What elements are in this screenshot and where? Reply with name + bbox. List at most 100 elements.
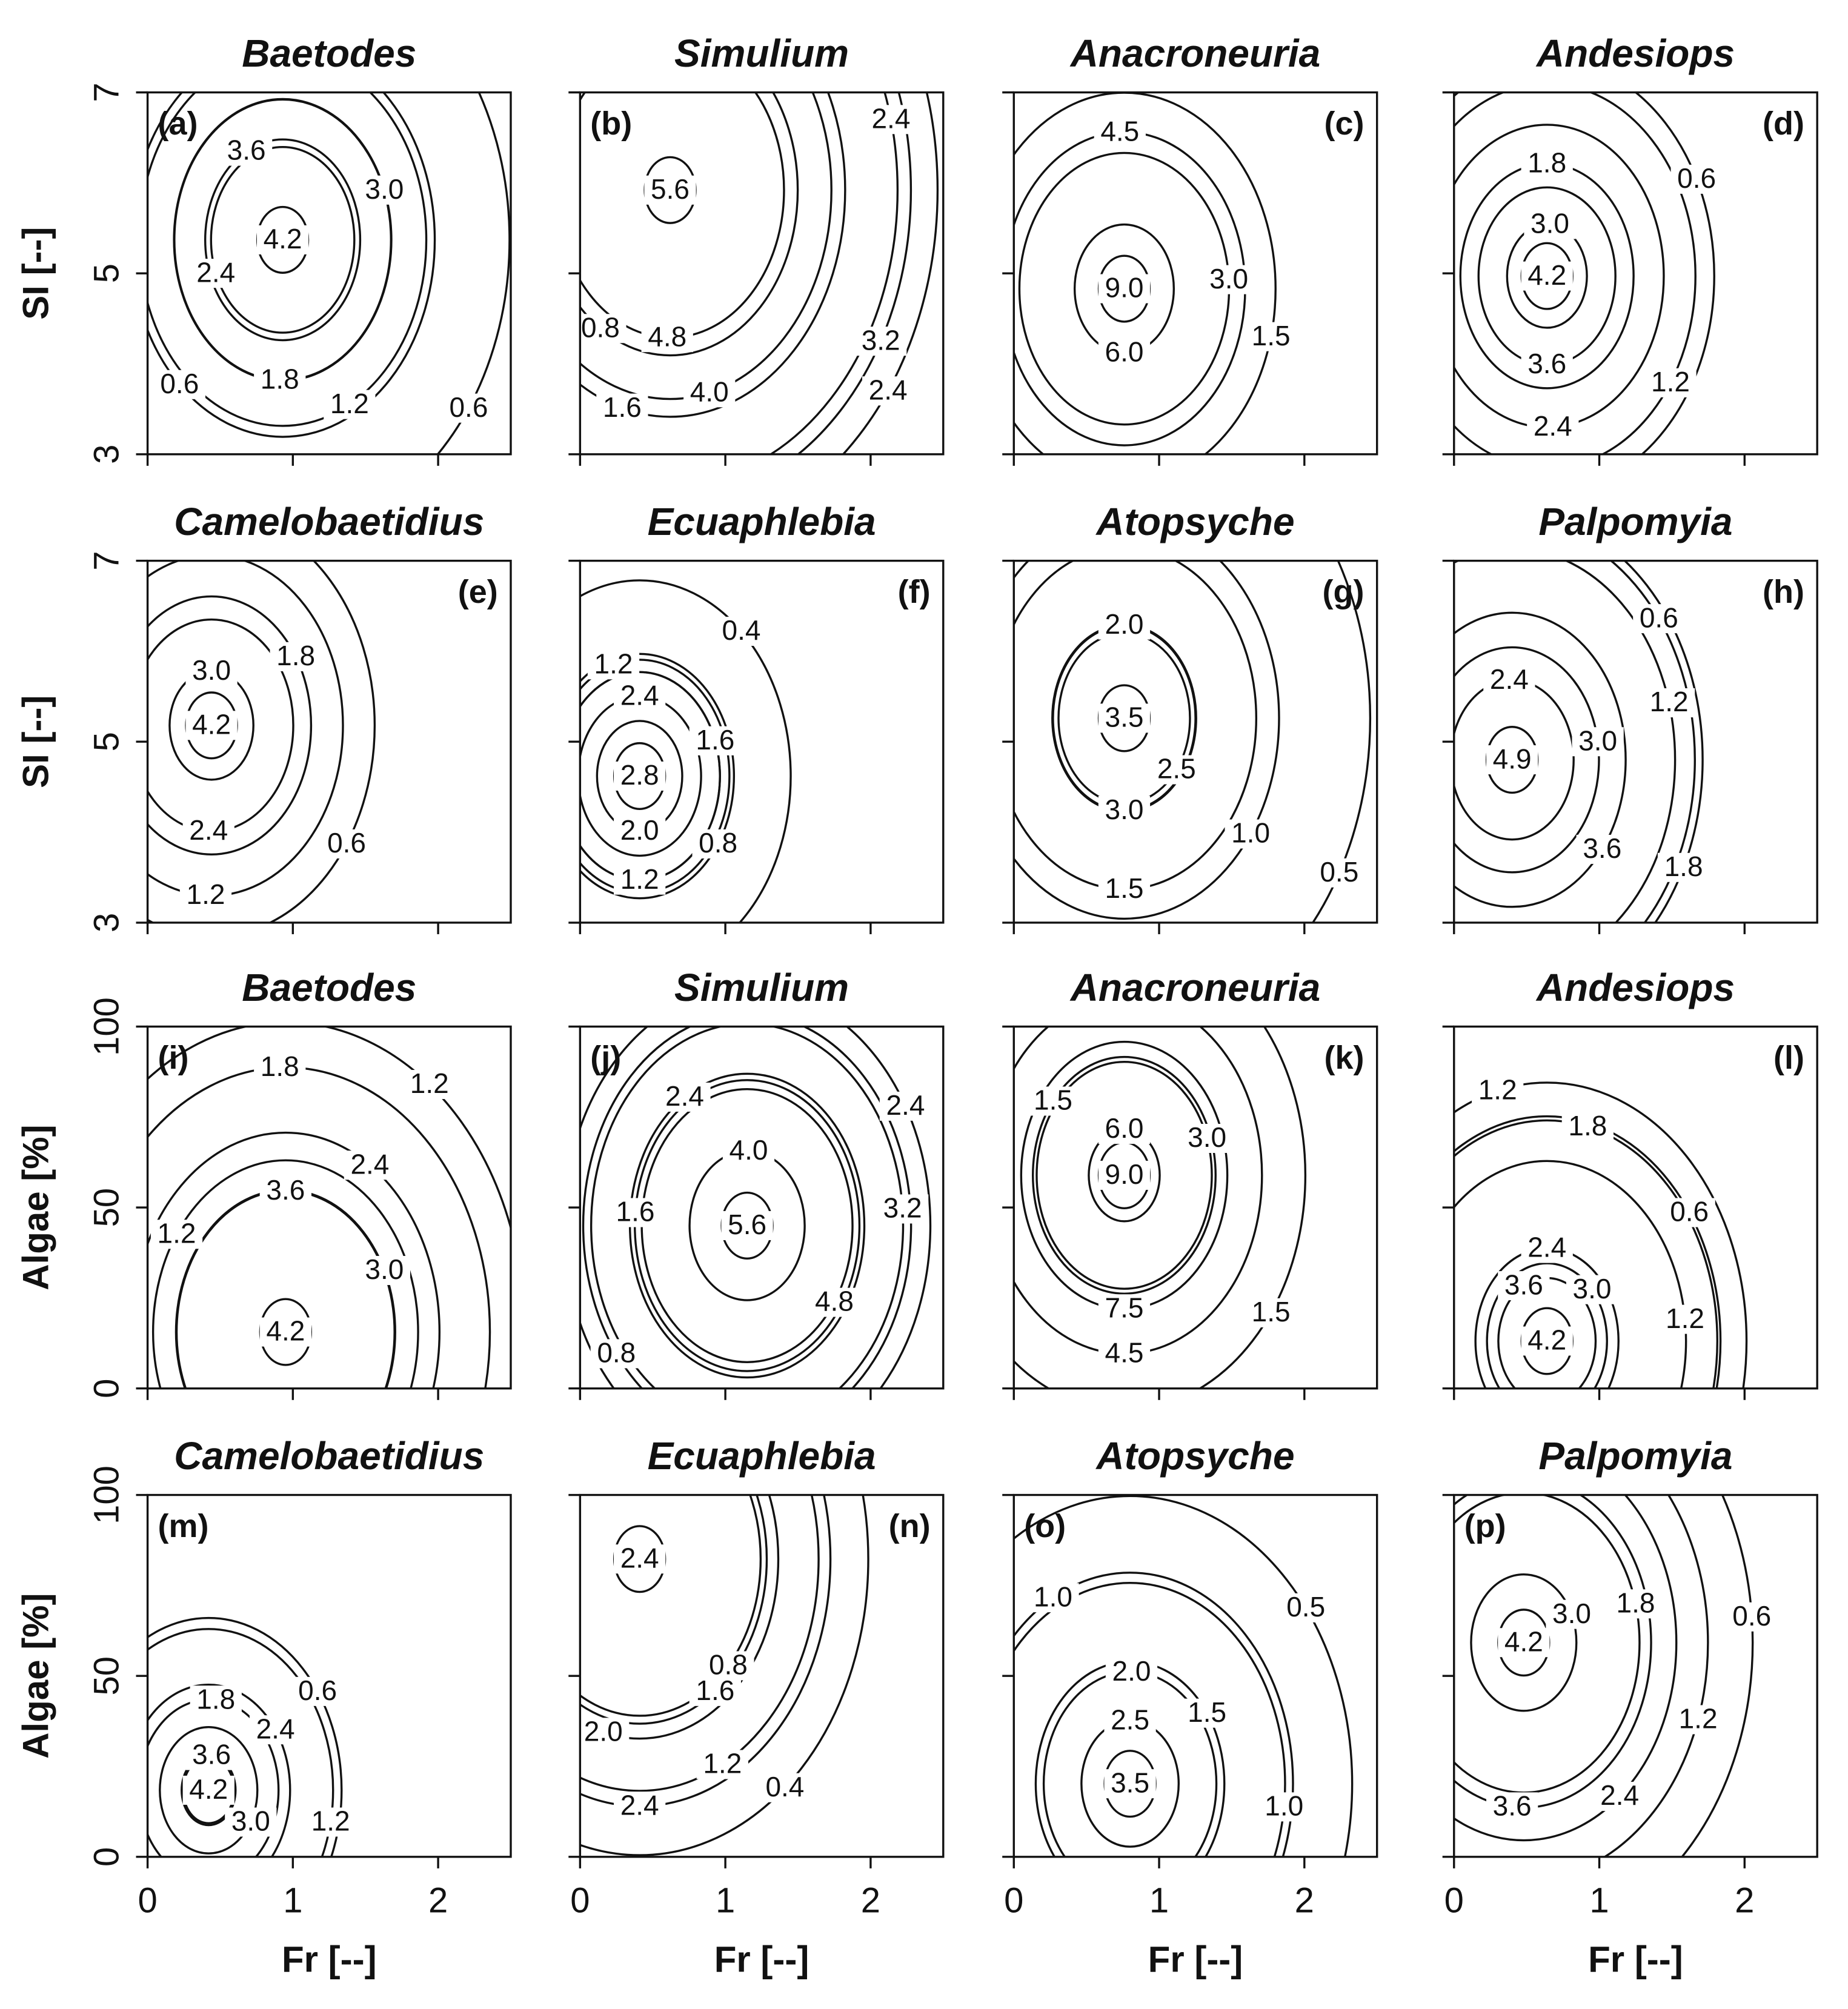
x-tick-label: 0 — [570, 1881, 590, 1920]
contour-label: 1.0 — [1265, 1790, 1303, 1822]
contour-label-bg — [1098, 703, 1151, 733]
contour-label-bg — [1659, 1304, 1711, 1334]
contour-label: 2.5 — [1111, 1704, 1149, 1735]
contour-label: 3.6 — [192, 1739, 231, 1770]
contour-label: 1.8 — [1616, 1587, 1655, 1618]
contour-label: 2.4 — [1527, 1232, 1566, 1263]
contour-line — [210, 146, 356, 334]
contour-label-bg — [1657, 852, 1710, 882]
contour-label-bg — [358, 175, 411, 205]
contour-label: 4.2 — [189, 1773, 228, 1805]
x-tick-label: 1 — [716, 1881, 735, 1920]
panel: Anacroneuria 1.5 6.0 3.0 9.0 7.5 4.5 1.5 (k) — [1002, 966, 1378, 1400]
contour-line — [147, 92, 428, 427]
contour-label-bg — [1245, 1298, 1297, 1327]
contour-label-bg — [153, 370, 205, 399]
contour-label: 0.4 — [722, 614, 761, 646]
contour-label-bg — [855, 327, 907, 356]
contour-line — [580, 1495, 869, 1856]
contour-label: 1.8 — [196, 1683, 235, 1715]
x-axis-label: Fr [--] — [1148, 1939, 1243, 1979]
contour-label-bg — [220, 136, 273, 166]
contour-line — [204, 138, 362, 342]
panel-title: Simulium — [674, 32, 849, 75]
panel: Anacroneuria 4.5 9.0 6.0 3.01.5 (c) — [1002, 32, 1378, 466]
contour-label-bg — [1098, 874, 1151, 904]
contour-label-bg — [1280, 1593, 1332, 1622]
contour-line — [147, 595, 313, 855]
contour-label-bg — [404, 1070, 456, 1100]
contour-line — [590, 1026, 905, 1389]
contour-label-bg — [225, 1807, 277, 1837]
contour-label-bg — [865, 105, 917, 134]
contour-label: 9.0 — [1105, 1158, 1144, 1190]
contour-line — [1014, 1026, 1306, 1389]
contour-label: 0.6 — [1640, 602, 1678, 633]
contour-label: 0.4 — [765, 1771, 804, 1802]
panel: Baetodes 1.8 1.2 2.4 3.6 3.0 4.2 1.2 (i) 0 50 100 Al… — [15, 966, 512, 1400]
x-tick-label: 0 — [1004, 1881, 1023, 1920]
contour-label-bg — [1098, 1339, 1151, 1369]
contour-label-bg — [442, 393, 495, 423]
contour-label: 3.0 — [1209, 263, 1248, 294]
panel-label: (i) — [158, 1040, 189, 1076]
y-tick-label: 100 — [87, 1466, 126, 1524]
plot-frame — [1012, 91, 1378, 456]
panel-label: (k) — [1324, 1040, 1364, 1076]
contour-label-bg — [1643, 688, 1695, 718]
plot-frame — [146, 559, 512, 924]
contour-label-bg — [1644, 368, 1697, 397]
contour-label: 2.4 — [1534, 410, 1572, 442]
panel-title: Baetodes — [242, 32, 416, 75]
contour-label-bg — [1609, 1589, 1662, 1619]
contour-label: 0.6 — [1732, 1600, 1771, 1632]
contour-label-bg — [702, 1651, 754, 1681]
contour-line — [1454, 611, 1627, 908]
contour-label-bg — [879, 1091, 932, 1121]
contour-label-bg — [150, 1220, 203, 1249]
contour-label: 1.6 — [696, 724, 734, 755]
plot-frame — [1012, 1493, 1378, 1858]
panel: Ecuaphlebia 1.2 0.4 2.4 1.6 2.8 2.0 1.2 0.8 (f) — [568, 500, 945, 934]
contour-label: 5.6 — [651, 173, 690, 205]
contour-label-bg — [721, 1210, 773, 1240]
contour-label: 2.4 — [886, 1089, 925, 1121]
plot-frame — [146, 1025, 512, 1390]
contour-label-bg — [614, 761, 666, 791]
contour-label: 3.0 — [1578, 725, 1617, 756]
contour-label: 4.2 — [1527, 1324, 1566, 1356]
contour-label-bg — [249, 1715, 302, 1745]
contour-label-bg — [1313, 858, 1365, 888]
contour-label-bg — [1486, 1792, 1538, 1822]
contour-label: 2.0 — [620, 814, 659, 846]
contour-label-bg — [1098, 1294, 1151, 1324]
y-tick-label: 5 — [87, 732, 126, 751]
panel-label: (o) — [1024, 1508, 1066, 1544]
panel-title: Simulium — [674, 966, 849, 1009]
contour-label: 3.0 — [1573, 1273, 1612, 1304]
contour-label: 1.2 — [1679, 1703, 1718, 1735]
contour-label-bg — [644, 175, 696, 205]
contour-line — [1454, 92, 1697, 454]
contour-line — [1454, 92, 1715, 454]
contour-label: 4.2 — [1504, 1625, 1543, 1657]
contour-label-bg — [358, 1256, 411, 1286]
contour-label-bg — [185, 656, 238, 686]
contour-label: 1.2 — [620, 863, 659, 895]
contour-label: 2.4 — [620, 1789, 659, 1821]
contour-label-bg — [614, 682, 666, 711]
contour-label: 1.2 — [158, 1217, 196, 1249]
contour-label: 3.2 — [883, 1192, 922, 1224]
contour-line — [147, 560, 376, 923]
contour-label-bg — [609, 1198, 662, 1227]
contour-label-bg — [1670, 164, 1723, 194]
contour-line — [1454, 1160, 1687, 1389]
contour-line — [796, 92, 912, 454]
contour-line — [147, 92, 436, 438]
contour-label: 0.5 — [1286, 1591, 1325, 1622]
contour-label: 0.6 — [160, 368, 199, 399]
contour-label-bg — [1181, 1124, 1233, 1154]
contour-label-bg — [1027, 1583, 1079, 1613]
contour-label: 1.6 — [603, 391, 642, 423]
contour-label-bg — [1546, 1599, 1598, 1629]
